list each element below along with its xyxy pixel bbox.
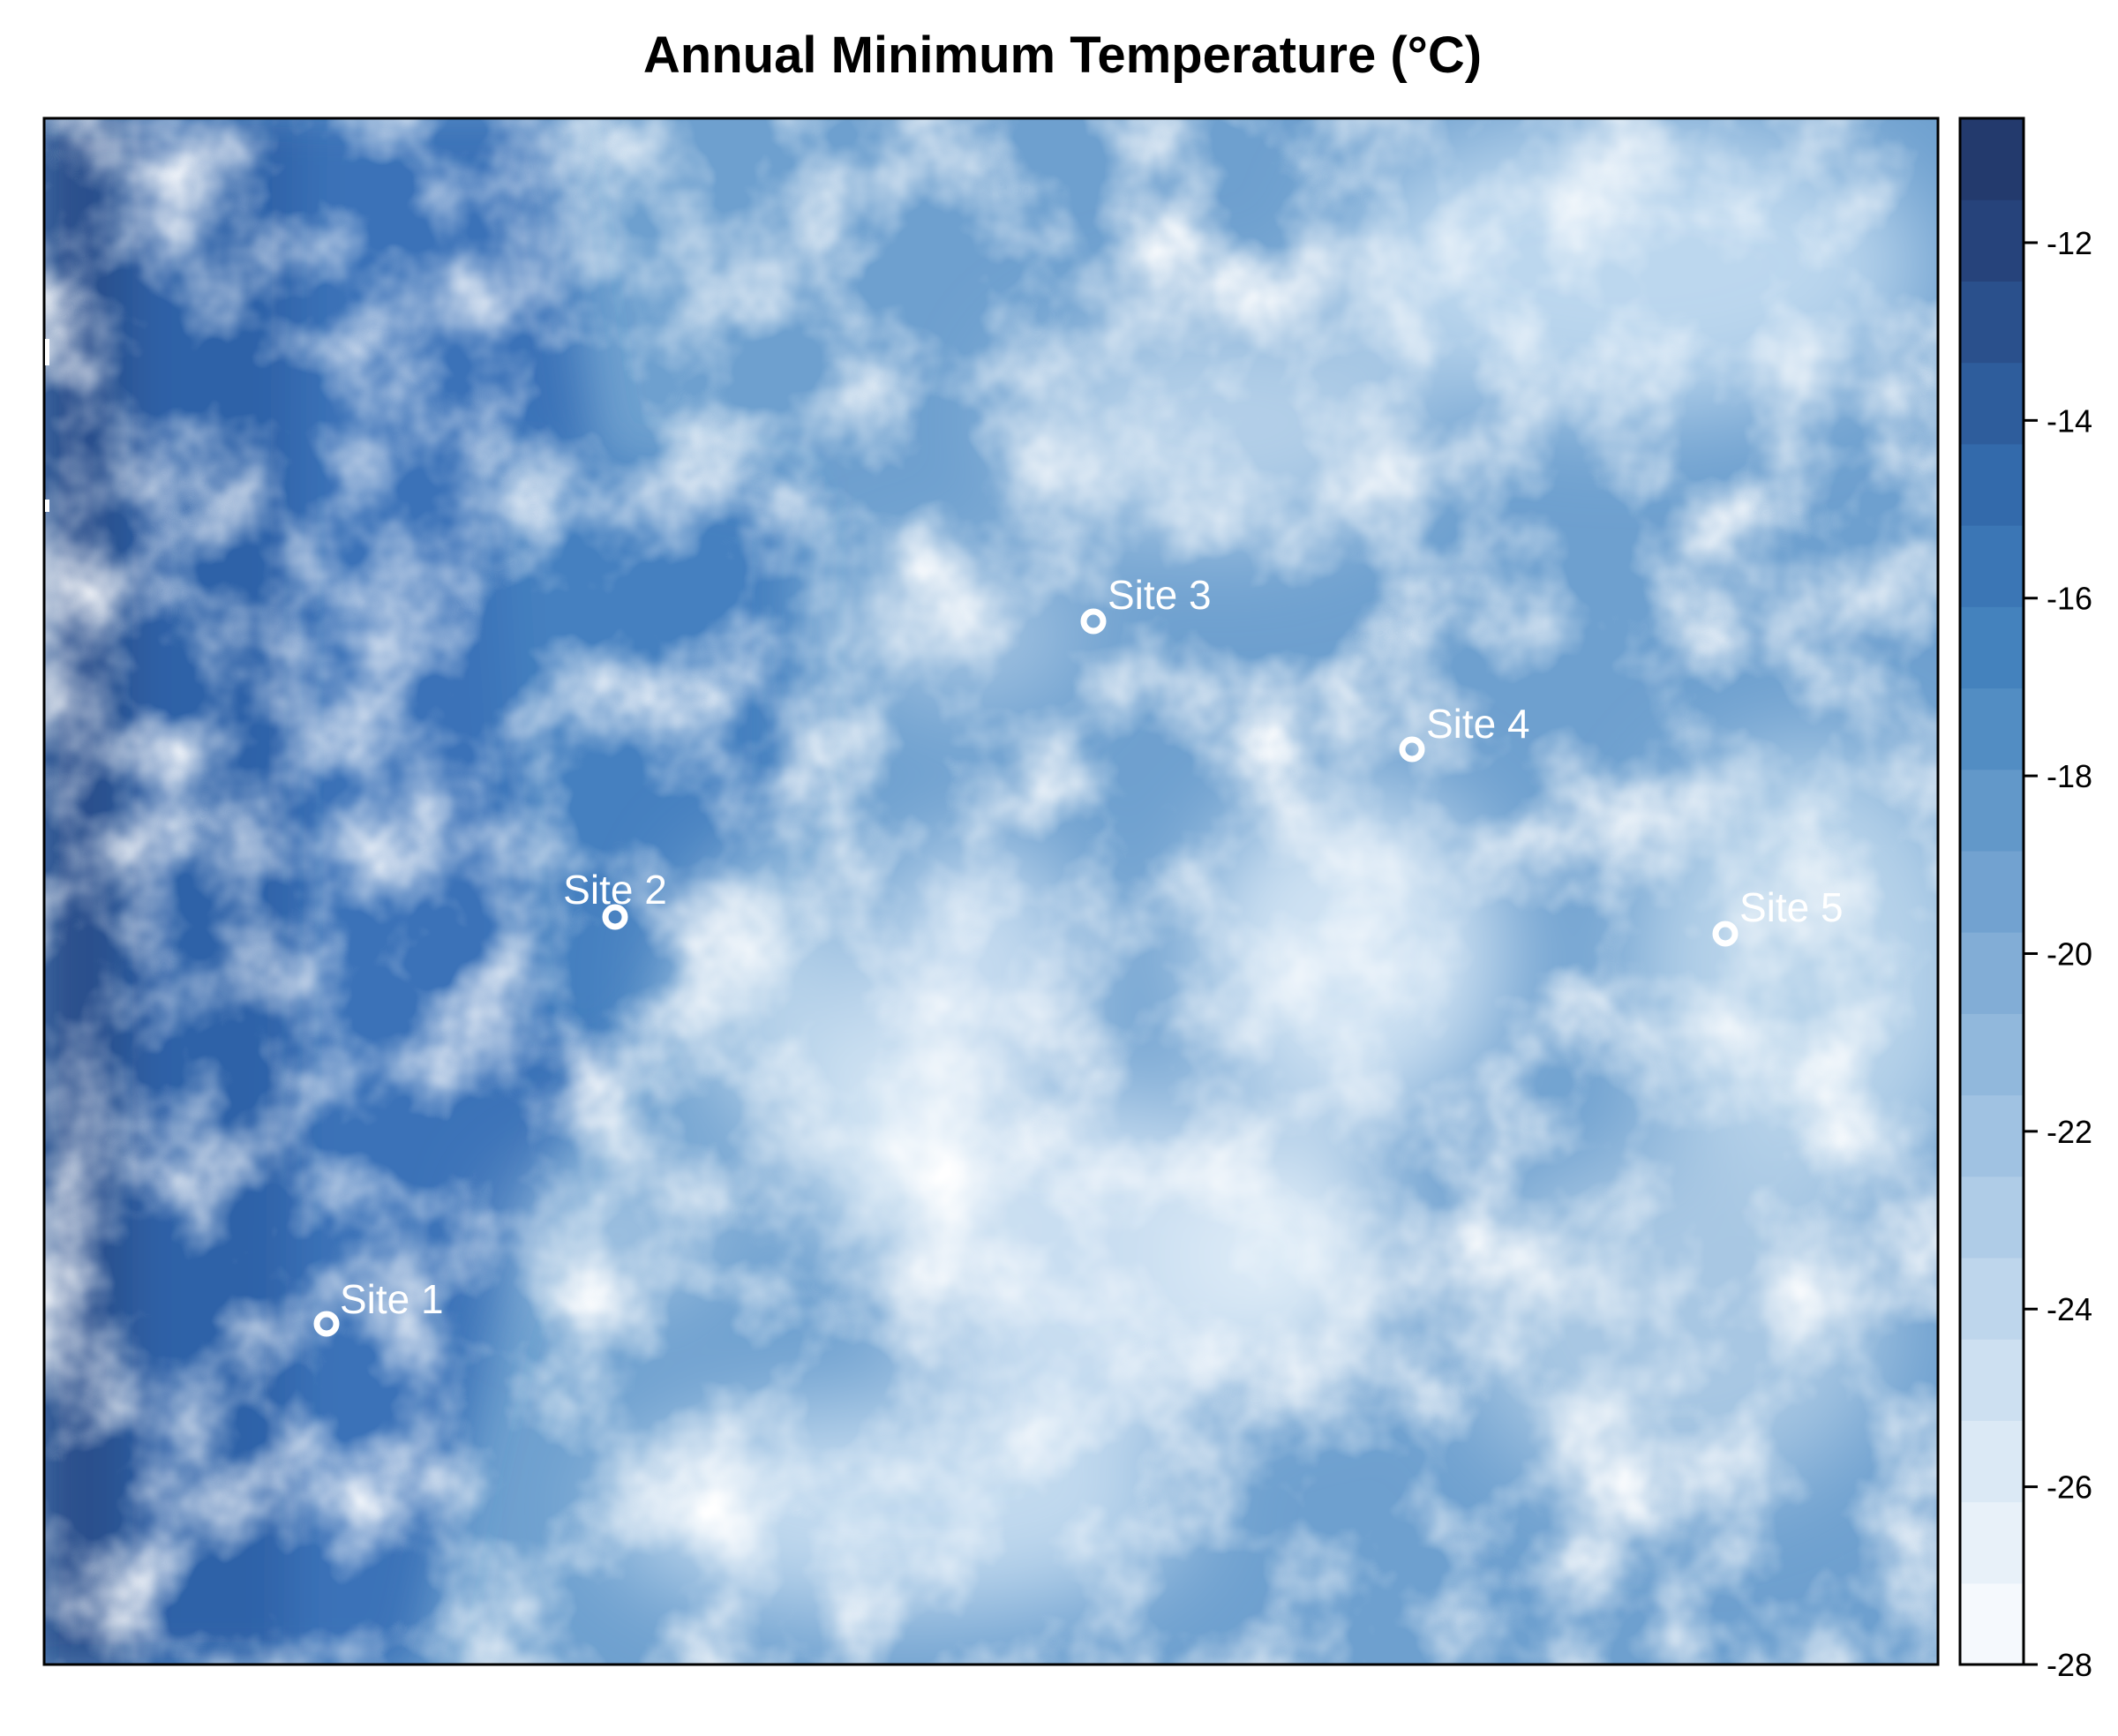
legend-tick-label: -18 (2047, 758, 2092, 794)
legend-band (1960, 199, 2024, 282)
site-marker-1[interactable]: Site 1 (313, 1276, 444, 1337)
legend-band (1960, 1582, 2024, 1665)
legend-band (1960, 525, 2024, 607)
site-point[interactable] (1712, 921, 1739, 947)
legend-band (1960, 1257, 2024, 1340)
legend-band (1960, 443, 2024, 526)
legend-band (1960, 1339, 2024, 1421)
site-label: Site 2 (563, 867, 667, 913)
map-frame (42, 116, 1940, 1666)
legend-band (1960, 850, 2024, 933)
legend-color-bands (1960, 118, 2024, 1665)
site-point[interactable] (1399, 736, 1425, 763)
legend-band (1960, 118, 2024, 200)
site-label: Site 4 (1426, 701, 1530, 747)
site-label: Site 1 (340, 1276, 444, 1322)
legend-band (1960, 1013, 2024, 1096)
legend-tick-label: -16 (2047, 581, 2092, 617)
legend-band (1960, 769, 2024, 852)
raster-map (44, 118, 1938, 1665)
legend-band (1960, 281, 2024, 364)
terrain-texture (44, 118, 1938, 1665)
color-legend: -12 -14 -16 -18 -20 -22 -24 -26 -28 (1958, 116, 2092, 1683)
left-axis-tick-1 (45, 339, 49, 365)
legend-band (1960, 606, 2024, 689)
site-marker-2[interactable]: Site 2 (563, 867, 667, 930)
site-marker-3[interactable]: Site 3 (1080, 572, 1212, 635)
legend-band (1960, 362, 2024, 445)
legend-band (1960, 1176, 2024, 1259)
site-point[interactable] (1080, 608, 1107, 635)
legend-tick-label: -12 (2047, 225, 2092, 261)
legend-band (1960, 1420, 2024, 1503)
site-marker-5[interactable]: Site 5 (1712, 884, 1844, 947)
legend-tick-label: -20 (2047, 936, 2092, 972)
legend-band (1960, 932, 2024, 1014)
legend-tick-label: -22 (2047, 1114, 2092, 1150)
site-markers: Site 1 Site 2 Site 3 Site 4 Site 5 (313, 572, 1844, 1337)
map-title: Annual Minimum Temperature (°C) (643, 26, 1482, 84)
legend-band (1960, 1501, 2024, 1584)
legend-ticks: -12 -14 -16 -18 -20 -22 -24 -26 -28 (2024, 225, 2092, 1683)
site-label: Site 3 (1108, 572, 1212, 618)
site-point[interactable] (602, 904, 628, 930)
site-point[interactable] (313, 1311, 340, 1337)
site-label: Site 5 (1739, 884, 1844, 930)
legend-band (1960, 688, 2024, 770)
legend-frame (1958, 116, 2025, 1666)
legend-tick-label: -26 (2047, 1469, 2092, 1506)
legend-tick-label: -28 (2047, 1647, 2092, 1683)
site-marker-4[interactable]: Site 4 (1399, 701, 1530, 763)
legend-band (1960, 1094, 2024, 1177)
legend-tick-label: -14 (2047, 402, 2092, 439)
legend-tick-label: -24 (2047, 1291, 2092, 1327)
left-axis-tick-2 (45, 500, 49, 512)
